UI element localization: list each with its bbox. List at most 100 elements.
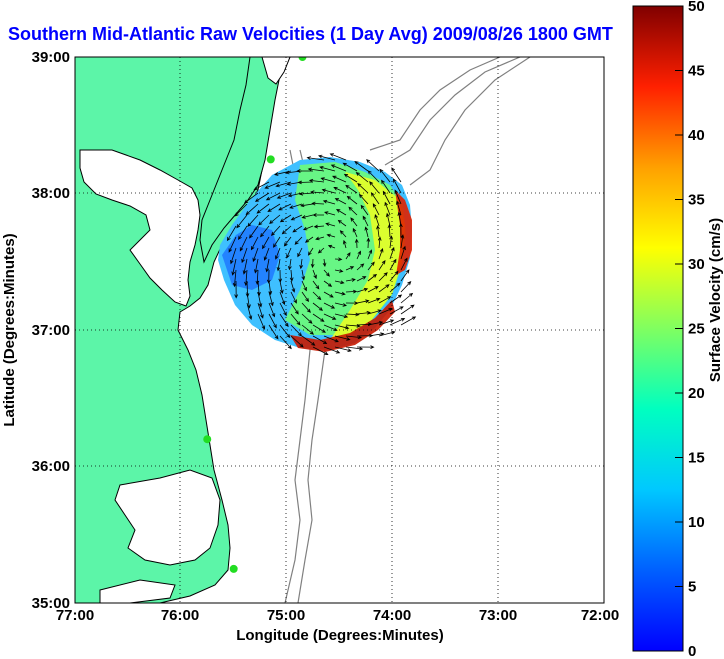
velocity-arrow — [281, 225, 292, 235]
velocity-arrow — [348, 206, 358, 216]
velocity-arrow — [379, 168, 391, 183]
velocity-arrow — [299, 258, 304, 270]
velocity-arrow — [312, 313, 325, 322]
velocity-arrow — [250, 236, 259, 251]
velocity-arrow — [317, 247, 325, 254]
velocity-arrow — [322, 258, 327, 268]
velocity-arrow — [366, 159, 380, 172]
velocity-arrow — [287, 258, 292, 271]
velocity-arrow — [279, 280, 284, 295]
velocity-arrow — [270, 225, 281, 236]
x-tick-label: 72:00 — [581, 607, 619, 624]
velocity-arrow — [308, 247, 314, 256]
colorbar-tick-label: 0 — [688, 643, 696, 659]
velocity-arrow — [360, 204, 369, 216]
pamlico-sound — [114, 469, 221, 566]
delmarva-peninsula — [199, 57, 286, 264]
velocity-arrow — [245, 203, 259, 216]
velocity-arrow — [334, 198, 347, 205]
velocity-arrow — [334, 291, 346, 296]
y-tick-label: 37:00 — [32, 322, 70, 339]
velocity-arrow — [289, 269, 294, 282]
velocity-arrow — [389, 306, 404, 315]
velocity-arrow — [257, 302, 264, 319]
velocity-arrow — [323, 280, 333, 287]
velocity-arrow — [323, 313, 337, 320]
velocity-arrow — [266, 269, 271, 284]
velocity-arrow — [367, 320, 384, 326]
velocity-arrows — [226, 153, 417, 356]
colorbar-tick-label: 20 — [688, 385, 705, 402]
velocity-arrow — [323, 269, 330, 277]
velocity-arrow — [367, 297, 381, 304]
velocity-arrow — [356, 345, 375, 349]
velocity-arrow — [399, 222, 403, 238]
velocity-arrow — [376, 225, 380, 238]
velocity-arrow — [265, 192, 281, 201]
velocity-arrow — [279, 324, 291, 339]
velocity-arrow — [292, 225, 303, 233]
velocity-arrow — [400, 257, 408, 271]
velocity-arrow — [312, 269, 317, 280]
chart-title: Southern Mid-Atlantic Raw Velocities (1 … — [8, 24, 613, 44]
y-axis-label: Latitude (Degrees:Minutes) — [1, 233, 18, 426]
velocity-arrow — [357, 182, 369, 194]
velocity-arrow — [258, 214, 270, 226]
x-axis-label: Longitude (Degrees:Minutes) — [236, 627, 444, 644]
velocity-arrow — [332, 175, 347, 183]
colorbar-tick-label: 25 — [688, 321, 705, 338]
velocity-arrow — [310, 190, 325, 195]
velocity-arrow — [268, 324, 279, 340]
velocity-arrow — [297, 180, 314, 185]
velocity-arrow — [323, 324, 338, 331]
velocity-arrow — [392, 178, 402, 194]
velocity-arrow — [237, 225, 248, 240]
velocity-arrow — [400, 304, 415, 315]
velocity-arrow — [334, 257, 343, 262]
velocity-arrow — [352, 227, 358, 238]
velocity-arrow — [320, 177, 336, 183]
velocity-arrow — [343, 173, 358, 183]
map-plot-area — [75, 57, 604, 603]
station-marker — [203, 435, 212, 444]
velocity-arrow — [315, 236, 325, 241]
colorbar-gradient — [632, 5, 684, 652]
velocity-arrow — [334, 313, 349, 319]
velocity-arrow — [302, 225, 314, 231]
velocity-arrow — [354, 160, 369, 172]
velocity-arrow — [269, 214, 281, 224]
velocity-arrow — [367, 286, 379, 293]
velocity-arrow — [356, 250, 361, 260]
velocity-arrow — [257, 291, 263, 308]
velocity-arrow — [290, 291, 297, 304]
velocity-arrow — [253, 181, 270, 191]
velocity-arrow — [400, 234, 405, 249]
velocity-arrow — [389, 235, 393, 249]
velocity-arrow — [356, 299, 370, 304]
velocity-arrow — [367, 249, 373, 260]
velocity-arrow — [262, 236, 270, 250]
y-tick-label: 35:00 — [32, 595, 70, 612]
velocity-arrow — [400, 316, 417, 326]
velocity-arrow — [290, 302, 299, 315]
velocity-arrow — [319, 166, 336, 172]
velocity-region-blue-core — [222, 225, 280, 290]
velocity-field — [218, 153, 417, 356]
velocity-arrow — [294, 236, 303, 245]
velocity-arrow — [345, 278, 356, 282]
velocity-arrow — [298, 191, 314, 196]
velocity-arrow — [323, 335, 339, 343]
y-tick-label: 38:00 — [32, 185, 70, 202]
velocity-arrow — [386, 212, 391, 227]
velocity-arrow — [345, 346, 364, 351]
velocity-arrow — [301, 313, 313, 324]
velocity-arrow — [226, 225, 237, 242]
velocity-arrow — [391, 167, 402, 183]
velocity-arrow — [326, 233, 336, 238]
velocity-arrow — [394, 189, 402, 205]
velocity-arrow — [300, 203, 314, 208]
velocity-arrow — [312, 291, 322, 301]
velocity-arrow — [273, 236, 281, 248]
velocity-arrow — [311, 201, 325, 206]
